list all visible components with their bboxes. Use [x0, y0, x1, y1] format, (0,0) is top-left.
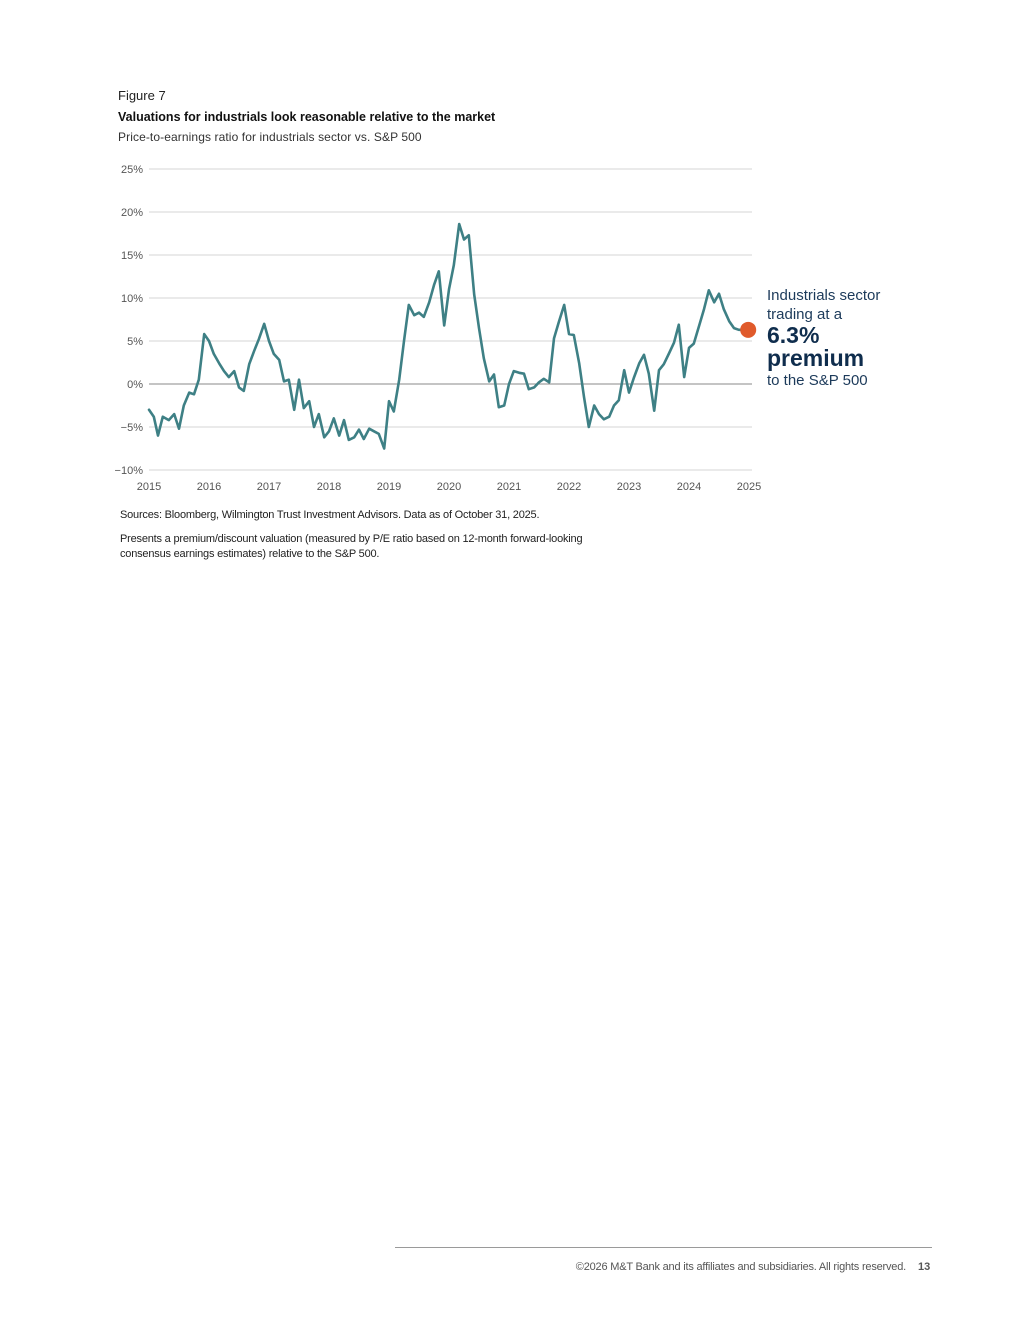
callout-tail: to the S&P 500: [767, 372, 868, 389]
figure-title: Valuations for industrials look reasonab…: [118, 110, 496, 124]
sources-note: Sources: Bloomberg, Wilmington Trust Inv…: [120, 509, 540, 521]
pe-premium-chart: 25% 20% 15% 10% 5% 0% −5% −10% 2015 2016 2017 2018 2…: [115, 164, 762, 493]
y-tick-label: 20%: [121, 207, 143, 219]
callout-line-2: trading at a: [767, 306, 843, 323]
y-tick-label: 15%: [121, 250, 143, 262]
y-tick-label: 25%: [121, 164, 143, 176]
x-tick-label: 2022: [557, 481, 581, 493]
footer-divider: [395, 1247, 932, 1248]
x-tick-label: 2016: [197, 481, 221, 493]
figure-subtitle: Price-to-earnings ratio for industrials …: [118, 130, 422, 144]
x-tick-label: 2021: [497, 481, 521, 493]
series-line: [147, 222, 746, 450]
y-tick-label: −10%: [115, 465, 144, 477]
callout-word: premium: [767, 345, 865, 371]
x-tick-label: 2023: [617, 481, 641, 493]
x-tick-label: 2019: [377, 481, 401, 493]
callout-value: 6.3%: [767, 322, 820, 348]
callout-line-1: Industrials sector: [767, 287, 881, 304]
x-tick-label: 2024: [677, 481, 701, 493]
description-note: Presents a premium/discount valuation (m…: [120, 533, 583, 560]
y-tick-label: 10%: [121, 293, 143, 305]
x-tick-label: 2025: [737, 481, 761, 493]
x-tick-label: 2018: [317, 481, 341, 493]
latest-value-marker: [740, 321, 757, 338]
figure-label: Figure 7: [118, 88, 166, 103]
footer-copyright: ©2026 M&T Bank and its affiliates and su…: [575, 1261, 906, 1273]
x-tick-label: 2020: [437, 481, 461, 493]
y-tick-label: 0%: [127, 379, 143, 391]
y-tick-label: −5%: [121, 422, 144, 434]
x-tick-label: 2015: [137, 481, 161, 493]
page-number: 13: [918, 1261, 931, 1273]
callout: Industrials sector trading at a 6.3% pre…: [767, 286, 880, 390]
x-tick-label: 2017: [257, 481, 281, 493]
y-tick-label: 5%: [127, 336, 143, 348]
